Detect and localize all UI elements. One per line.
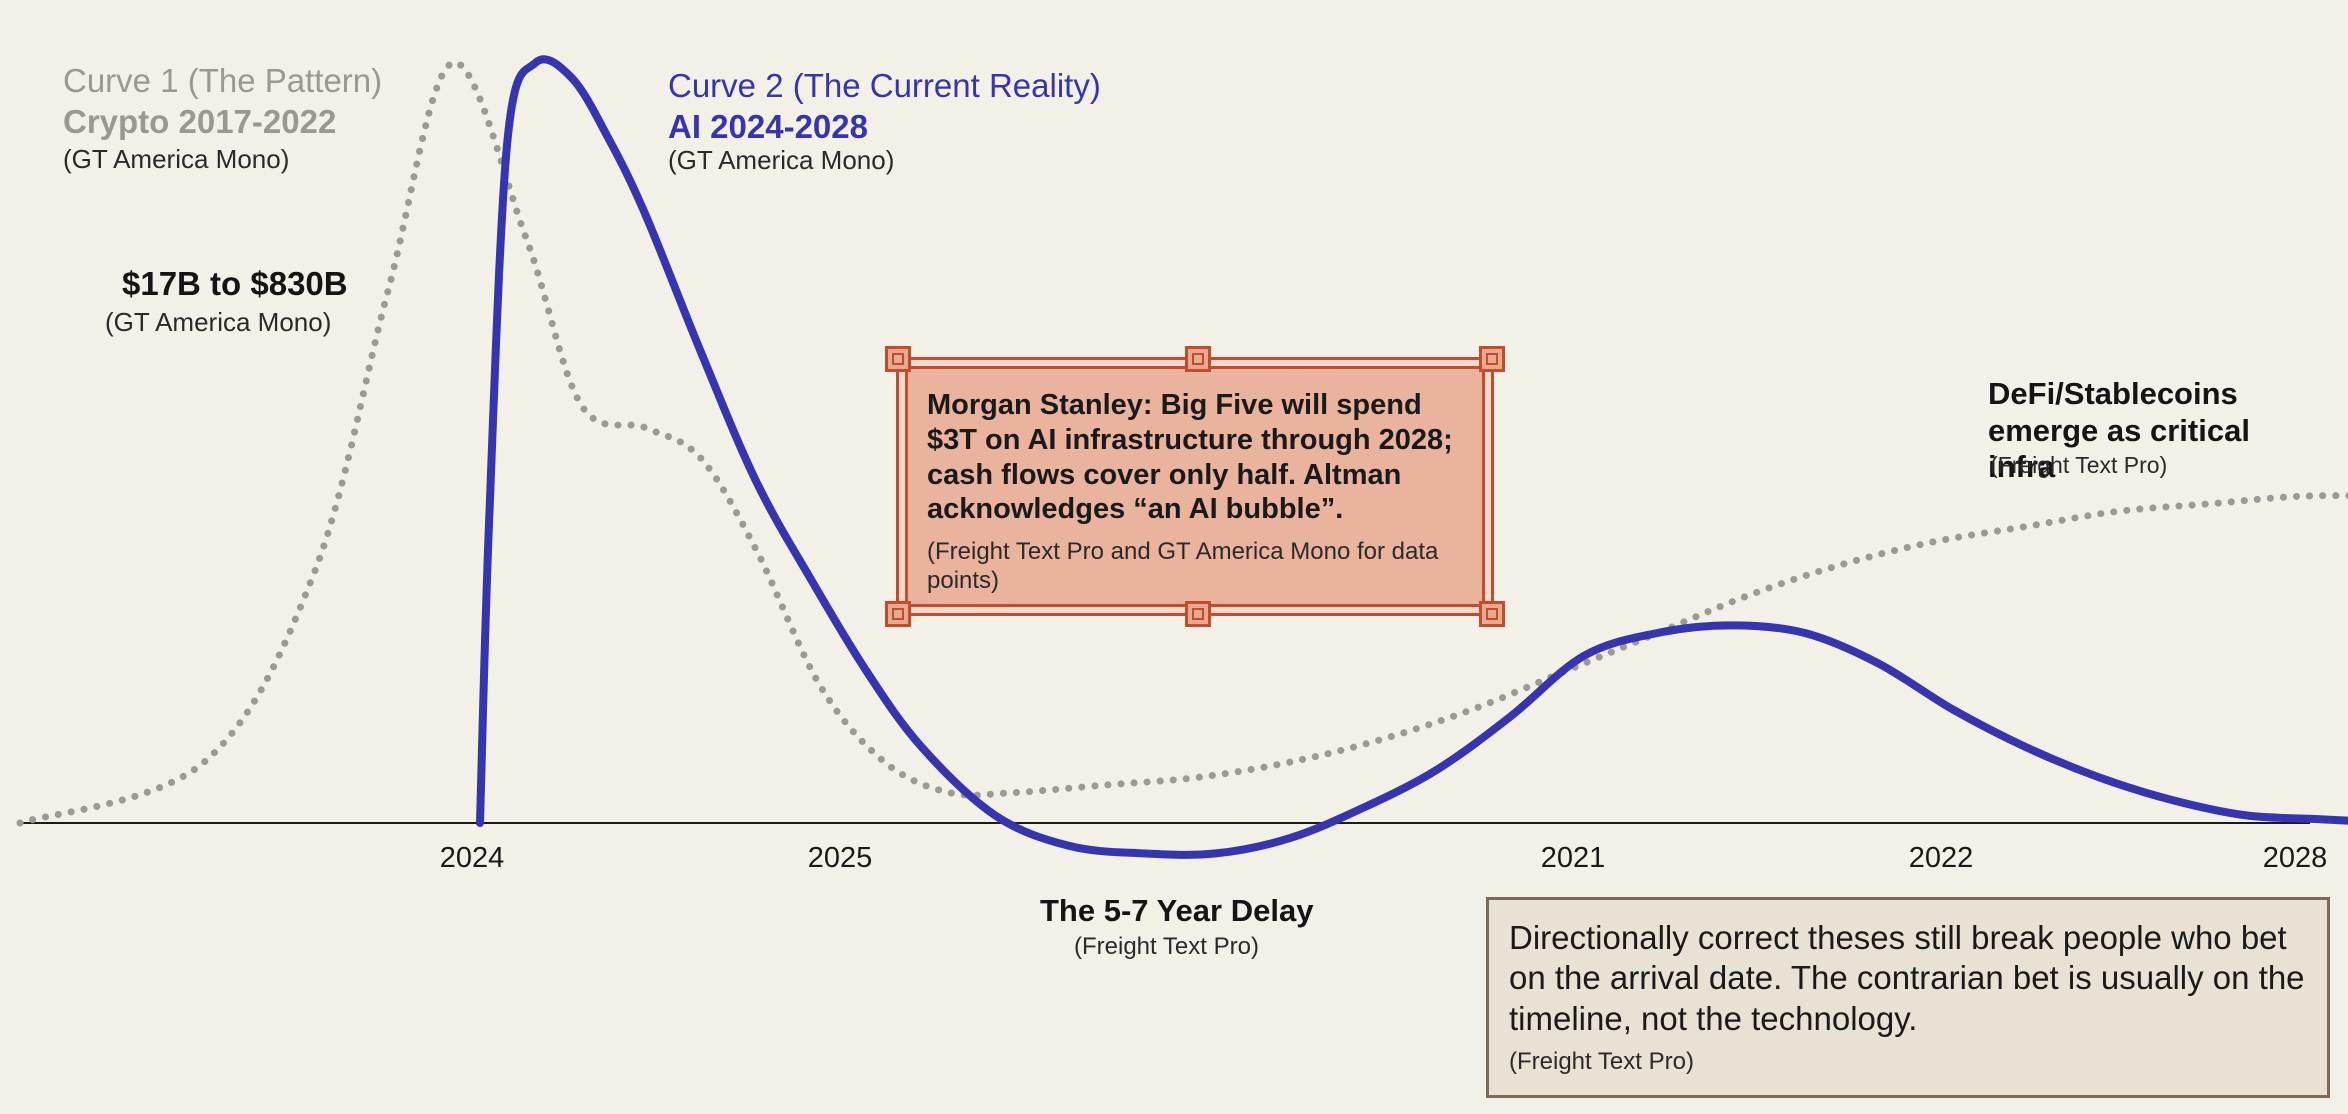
x-tick-label: 2022 <box>1908 842 1974 874</box>
corner-ornament <box>1185 346 1211 372</box>
corner-ornament <box>1479 346 1505 372</box>
defi-annotation: DeFi/Stablecoins emerge as critical infr… <box>1988 376 2250 485</box>
x-tick-label: 2025 <box>807 842 873 874</box>
delay-font-note: (Freight Text Pro) <box>1074 933 1259 960</box>
delay-annotation: The 5-7 Year Delay <box>1040 893 1314 928</box>
value-range-annotation: $17B to $830B <box>122 265 348 302</box>
curve-1-subtitle: Crypto 2017-2022 <box>63 103 337 140</box>
x-tick-label: 2028 <box>2262 842 2328 874</box>
callout-font-note: (Freight Text Pro and GT America Mono fo… <box>927 538 1439 594</box>
callout-text: Morgan Stanley: Big Five will spend $3T … <box>927 389 1453 526</box>
curve-1-title: Curve 1 (The Pattern) <box>63 62 383 99</box>
conclusion-text: Directionally correct theses still break… <box>1509 919 2305 1037</box>
conclusion-font-note: (Freight Text Pro) <box>1509 1048 1694 1075</box>
curve-2-title: Curve 2 (The Current Reality) <box>668 67 1101 104</box>
curve-2-ai-line <box>476 55 2348 859</box>
x-tick-label: 2024 <box>439 842 505 874</box>
curve-2-font-note: (GT America Mono) <box>668 145 895 175</box>
conclusion-note: Directionally correct theses still break… <box>1486 897 2330 1098</box>
corner-ornament <box>885 346 911 372</box>
x-tick-label: 2021 <box>1540 842 1606 874</box>
corner-ornament <box>1185 601 1211 627</box>
value-range-font-note: (GT America Mono) <box>105 307 332 337</box>
corner-ornament <box>885 601 911 627</box>
curve-1-font-note: (GT America Mono) <box>63 144 290 174</box>
curve-2-subtitle: AI 2024-2028 <box>668 108 868 145</box>
curve-1-crypto-line <box>16 59 2348 827</box>
defi-font-note: (Freight Text Pro) <box>1990 452 2168 478</box>
morgan-stanley-callout: Morgan Stanley: Big Five will spend $3T … <box>885 346 1505 627</box>
corner-ornament <box>1479 601 1505 627</box>
